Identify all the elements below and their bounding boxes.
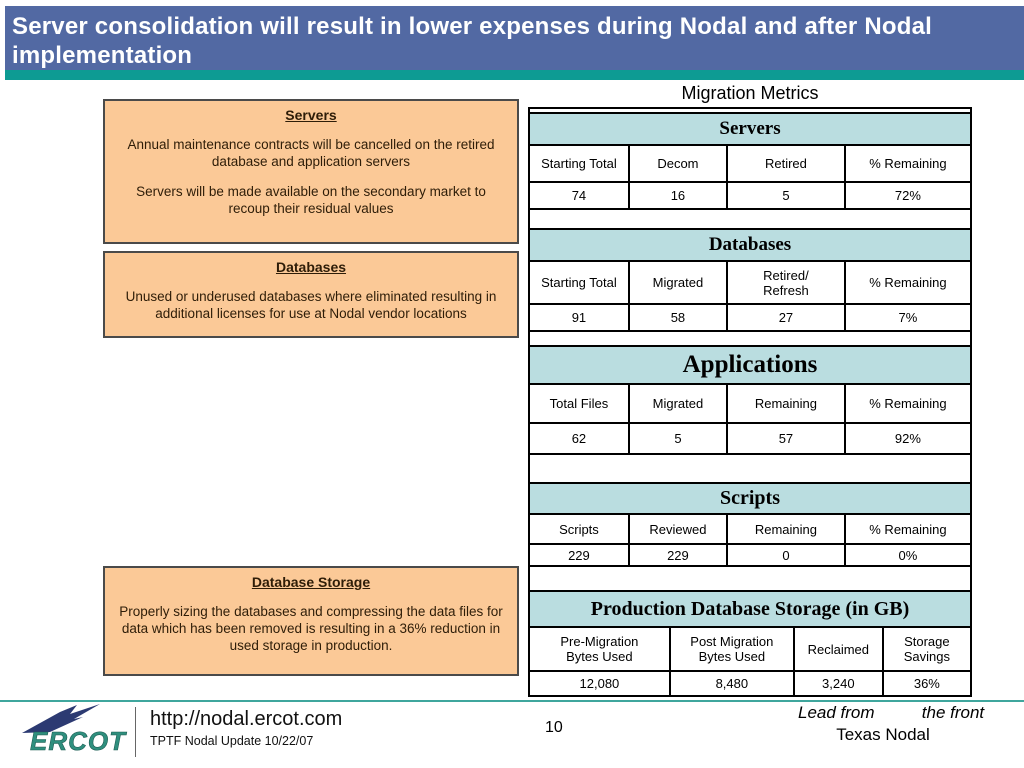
- callout-database-storage-text: Properly sizing the databases and compre…: [119, 604, 503, 653]
- applications-table-header: Applications: [530, 345, 970, 385]
- column-header: Migrated: [630, 385, 728, 422]
- table-spacer: [530, 455, 970, 482]
- callout-databases-text: Unused or underused databases where elim…: [125, 289, 497, 321]
- column-header: Reclaimed: [795, 628, 884, 670]
- servers-table-header: Servers: [530, 112, 970, 146]
- servers-column-header-row: Starting Total Decom Retired % Remaining: [530, 146, 970, 183]
- column-header: Storage Savings: [903, 634, 950, 664]
- column-header: Migrated: [630, 262, 728, 303]
- databases-data-row: 91 58 27 7%: [530, 305, 970, 332]
- column-header: Remaining: [728, 385, 846, 422]
- table-cell: 91: [530, 305, 630, 330]
- column-header: % Remaining: [869, 521, 947, 537]
- ercot-logo-text: ERCOT: [30, 726, 127, 756]
- table-cell: 74: [530, 183, 630, 208]
- table-cell: 5: [728, 183, 846, 208]
- footer-subtitle: TPTF Nodal Update 10/22/07: [150, 734, 314, 748]
- callout-servers-text-2: Servers will be made available on the se…: [136, 184, 486, 216]
- databases-column-header-row: Starting Total Migrated Retired/ Refresh…: [530, 262, 970, 305]
- table-cell: 7%: [898, 310, 918, 325]
- callout-database-storage: Database Storage Properly sizing the dat…: [103, 566, 519, 676]
- column-header: % Remaining: [869, 396, 947, 411]
- column-header: Post Migration Bytes Used: [671, 628, 795, 670]
- table-cell: 0: [728, 545, 846, 565]
- column-header: Remaining: [728, 515, 846, 543]
- motto-line-1: Lead from the front: [798, 703, 985, 722]
- scripts-column-header-row: Scripts Reviewed Remaining % Remaining: [530, 515, 970, 545]
- footer-vertical-divider: [135, 707, 136, 757]
- slide-title: Server consolidation will result in lowe…: [12, 13, 932, 69]
- callout-databases: Databases Unused or underused databases …: [103, 251, 519, 338]
- applications-column-header-row: Total Files Migrated Remaining % Remaini…: [530, 385, 970, 424]
- column-header: Retired/ Refresh: [728, 262, 846, 303]
- column-header: Decom: [630, 146, 728, 181]
- scripts-table-header: Scripts: [530, 482, 970, 515]
- applications-data-row: 62 5 57 92%: [530, 424, 970, 455]
- table-cell: 72%: [894, 188, 921, 203]
- column-header: Starting Total: [530, 146, 630, 181]
- table-cell: 3,240: [795, 672, 884, 695]
- column-header: Starting Total: [530, 262, 630, 303]
- motto-line-2: Texas Nodal: [836, 725, 930, 744]
- table-cell: 8,480: [671, 672, 795, 695]
- table-cell: 12,080: [530, 672, 671, 695]
- table-spacer: [530, 210, 970, 228]
- column-header: % Remaining: [869, 275, 947, 290]
- storage-table-header: Production Database Storage (in GB): [530, 590, 970, 628]
- column-header: % Remaining: [869, 156, 947, 171]
- metrics-title: Migration Metrics: [681, 83, 819, 103]
- callout-database-storage-heading: Database Storage: [251, 574, 371, 590]
- table-cell: 16: [630, 183, 728, 208]
- table-cell: 57: [728, 424, 846, 453]
- page-number: 10: [545, 719, 563, 736]
- scripts-data-row: 229 229 0 0%: [530, 545, 970, 567]
- title-accent-strip: [5, 70, 1024, 80]
- column-header: Reviewed: [630, 515, 728, 543]
- footer-motto: Lead from the front Texas Nodal: [798, 702, 985, 747]
- lightning-bolt-icon: [22, 704, 100, 733]
- column-header: Scripts: [530, 515, 630, 543]
- column-header: Pre-Migration Bytes Used: [530, 628, 671, 670]
- column-header: Total Files: [530, 385, 630, 422]
- column-header: Retired: [728, 146, 846, 181]
- callout-servers: Servers Annual maintenance contracts wil…: [103, 99, 519, 244]
- table-cell: 0%: [898, 547, 918, 563]
- table-cell: 36%: [913, 676, 940, 691]
- storage-column-header-row: Pre-Migration Bytes Used Post Migration …: [530, 628, 970, 672]
- migration-metrics-table: Servers Starting Total Decom Retired % R…: [528, 107, 972, 697]
- servers-data-row: 74 16 5 72%: [530, 183, 970, 210]
- databases-table-header: Databases: [530, 228, 970, 262]
- callout-databases-heading: Databases: [275, 259, 347, 275]
- callout-servers-heading: Servers: [285, 107, 337, 123]
- storage-data-row: 12,080 8,480 3,240 36%: [530, 672, 970, 695]
- callout-servers-text-1: Annual maintenance contracts will be can…: [127, 137, 495, 169]
- table-cell: 229: [530, 545, 630, 565]
- footer-url: http://nodal.ercot.com: [150, 708, 343, 730]
- table-cell: 58: [630, 305, 728, 330]
- table-cell: 5: [630, 424, 728, 453]
- title-bar: Server consolidation will result in lowe…: [5, 6, 1024, 70]
- ercot-logo: ERCOT: [22, 704, 127, 756]
- footer-divider-line: [0, 700, 1024, 702]
- table-spacer: [530, 332, 970, 345]
- table-cell: 27: [728, 305, 846, 330]
- table-cell: 62: [530, 424, 630, 453]
- table-cell: 92%: [894, 431, 921, 446]
- table-cell: 229: [630, 545, 728, 565]
- table-spacer: [530, 567, 970, 590]
